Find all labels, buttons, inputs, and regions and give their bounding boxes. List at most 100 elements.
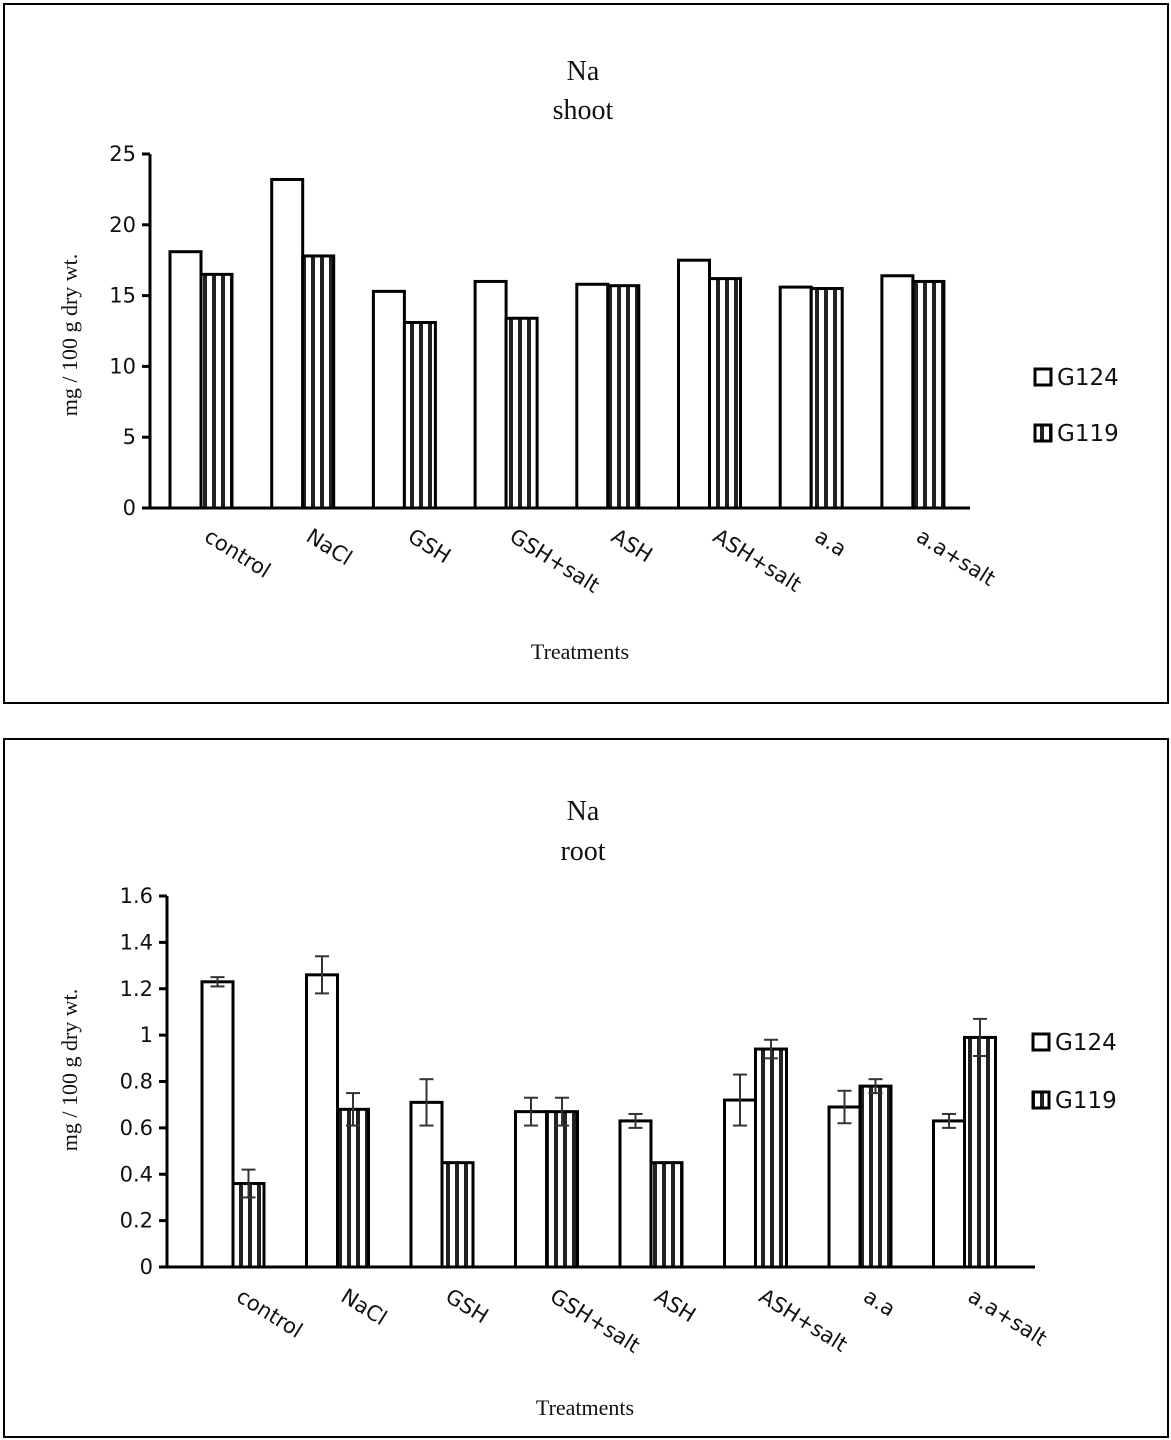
error-bar	[764, 1038, 778, 1060]
bar-g119-a-a-salt	[911, 279, 946, 510]
bar-g119-nacl	[301, 254, 336, 510]
bar-g124-control	[168, 250, 203, 510]
y-tick-label: 1.4	[120, 930, 153, 954]
bar-g119-gsh-salt	[504, 316, 539, 510]
x-tick-label: control	[200, 524, 274, 583]
legend-label: G119	[1055, 1088, 1117, 1114]
error-bar	[346, 1092, 360, 1127]
bar-g124-a-a	[778, 285, 813, 510]
legend-item-g119: G119	[1033, 421, 1119, 447]
x-tick-label: ASH+salt	[755, 1284, 852, 1357]
bar-g124-gsh	[409, 1100, 444, 1269]
error-bar	[555, 1096, 569, 1127]
bar-g124-a-a-salt	[932, 1119, 966, 1269]
bar-g124-ash-salt	[723, 1098, 757, 1269]
bar-g119-gsh	[402, 321, 437, 510]
legend-swatch	[1031, 1090, 1051, 1110]
bar-g119-ash-salt	[708, 277, 742, 510]
x-tick-label: NaCl	[302, 524, 356, 570]
bar-g124-a-a-salt	[880, 274, 915, 510]
bar-g119-ash	[649, 1161, 684, 1269]
y-tick-label: 20	[109, 213, 136, 237]
bar-g119-control	[199, 272, 234, 510]
legend-label: G124	[1055, 1030, 1117, 1056]
y-tick-label: 15	[109, 284, 136, 308]
bar-g124-gsh-salt	[473, 279, 508, 510]
y-tick-label: 0	[140, 1255, 153, 1279]
legend-swatch	[1033, 367, 1053, 387]
root-chart-svg: Na root Treatments mg / 100 g dry wt. 00…	[57, 796, 1117, 1420]
error-bar	[628, 1112, 643, 1129]
chart-title: Na	[567, 56, 600, 87]
x-tick-label: NaCl	[337, 1284, 391, 1330]
y-tick-label: 0.4	[120, 1162, 153, 1186]
legend-swatch	[1033, 423, 1053, 443]
x-tick-label: a.a	[811, 524, 851, 562]
error-bar	[837, 1089, 852, 1125]
bar-g119-ash-salt	[754, 1047, 788, 1269]
x-tick-label: ASH+salt	[709, 524, 806, 597]
x-tick-label: GSH	[404, 524, 455, 568]
y-tick-label: 0.8	[120, 1070, 153, 1094]
plot-area: 0 0.2 0.4 0.6 0.8 1 1.2 1.4 1.6 control NaCl GSH GSH…	[120, 884, 1117, 1358]
y-tick-label: 5	[123, 425, 136, 449]
legend-item-g124: G124	[1033, 365, 1119, 391]
chart-title: Na	[567, 796, 600, 827]
y-tick-label: 25	[109, 142, 136, 166]
bar-g119-ash	[606, 284, 641, 510]
x-axis-label: Treatments	[531, 639, 629, 664]
x-tick-label: a.a	[859, 1284, 899, 1322]
error-bar	[973, 1017, 987, 1057]
bar-g119-gsh	[440, 1161, 475, 1269]
shoot-chart-svg: Na shoot Treatments mg / 100 g dry wt. 0…	[57, 56, 1119, 664]
bar-g124-control	[200, 980, 235, 1269]
bar-g119-nacl	[336, 1107, 370, 1269]
chart-panel-shoot: Na shoot Treatments mg / 100 g dry wt. 0…	[3, 3, 1169, 704]
bar-g119-a-a-salt	[963, 1035, 997, 1269]
bar-g124-gsh-salt	[514, 1110, 548, 1269]
error-bar	[733, 1073, 747, 1127]
chart-subtitle: shoot	[553, 95, 614, 126]
y-axis-label: mg / 100 g dry wt.	[57, 989, 82, 1152]
legend-item-g124: G124	[1031, 1030, 1117, 1056]
bar-g124-ash	[618, 1119, 653, 1269]
chart-subtitle: root	[560, 836, 605, 867]
x-tick-label: a.a+salt	[912, 524, 999, 591]
x-axis-label: Treatments	[536, 1395, 634, 1420]
y-tick-label: 0.2	[120, 1209, 153, 1233]
y-tick-label: 1.2	[120, 977, 153, 1001]
y-tick-label: 0.6	[120, 1116, 153, 1140]
x-tick-label: GSH	[441, 1284, 492, 1328]
y-tick-label: 1	[140, 1023, 153, 1047]
plot-area: 0 5 10 15 20 25 control NaCl GSH GSH+salt ASH ASH+s…	[109, 142, 1118, 598]
y-tick-label: 10	[109, 354, 136, 378]
x-tick-label: a.a+salt	[964, 1284, 1051, 1351]
error-bar	[210, 976, 225, 988]
x-tick-label: GSH+salt	[505, 524, 603, 598]
x-tick-label: control	[232, 1284, 306, 1343]
bar-g124-ash	[575, 282, 610, 510]
y-axis-label: mg / 100 g dry wt.	[57, 254, 82, 417]
bar-g119-a-a	[809, 287, 844, 510]
x-tick-label: GSH+salt	[546, 1284, 644, 1358]
legend-label: G119	[1057, 421, 1119, 447]
error-bar	[524, 1096, 538, 1127]
x-tick-label: ASH	[607, 524, 657, 567]
bar-g119-gsh-salt	[545, 1110, 579, 1269]
bar-g124-nacl	[305, 973, 339, 1269]
bar-g124-nacl	[270, 177, 305, 510]
y-tick-label: 1.6	[120, 884, 153, 908]
x-tick-label: ASH	[650, 1284, 700, 1327]
error-bar	[942, 1112, 956, 1129]
legend-swatch	[1031, 1032, 1051, 1052]
y-tick-label: 0	[123, 496, 136, 520]
error-bar	[241, 1168, 256, 1199]
error-bar	[419, 1078, 434, 1127]
bar-g124-a-a	[827, 1105, 862, 1269]
error-bar	[315, 955, 329, 995]
legend-label: G124	[1057, 365, 1119, 391]
bar-g119-a-a	[858, 1084, 893, 1269]
bar-g124-ash-salt	[677, 258, 711, 510]
legend-item-g119: G119	[1031, 1088, 1117, 1114]
